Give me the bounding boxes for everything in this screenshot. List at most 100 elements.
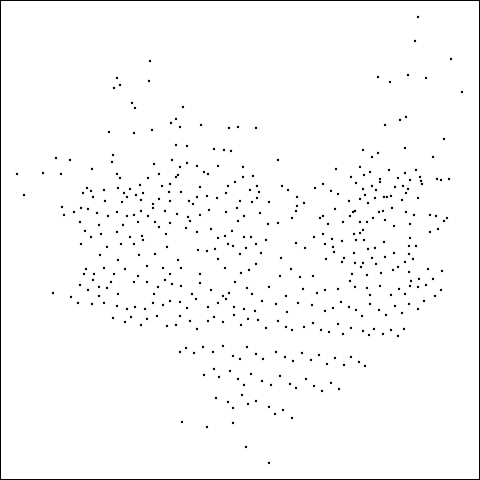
scatter-point: [112, 86, 116, 90]
scatter-point: [130, 101, 134, 105]
scatter-point: [409, 279, 413, 283]
scatter-point: [78, 283, 82, 287]
scatter-point: [330, 237, 334, 241]
scatter-point: [290, 328, 294, 332]
scatter-point: [278, 274, 282, 278]
scatter-point: [174, 323, 178, 327]
scatter-point: [176, 258, 180, 262]
scatter-point: [398, 118, 402, 122]
scatter-point: [385, 195, 389, 199]
scatter-point: [181, 105, 185, 109]
scatter-point: [195, 164, 199, 168]
scatter-point: [226, 400, 230, 404]
scatter-point: [396, 265, 400, 269]
scatter-point: [312, 384, 316, 388]
scatter-point: [216, 301, 220, 305]
scatter-point: [223, 234, 227, 238]
scatter-point: [337, 387, 341, 391]
scatter-point: [267, 405, 271, 409]
scatter-point: [254, 242, 258, 246]
scatter-point: [246, 402, 250, 406]
scatter-point: [231, 406, 235, 410]
scatter-point: [115, 76, 119, 80]
scatter-point: [102, 188, 106, 192]
scatter-point: [231, 244, 235, 248]
scatter-point: [418, 175, 422, 179]
scatter-point: [241, 175, 245, 179]
scatter-point: [240, 393, 244, 397]
scatter-point: [148, 59, 152, 63]
scatter-point: [235, 206, 239, 210]
scatter-point: [267, 285, 271, 289]
scatter-point: [211, 350, 215, 354]
scatter-point: [221, 344, 225, 348]
scatter-point: [221, 320, 225, 324]
scatter-point: [284, 294, 288, 298]
scatter-point: [236, 377, 240, 381]
scatter-point: [111, 316, 115, 320]
scatter-point: [233, 280, 237, 284]
scatter-point: [359, 265, 363, 269]
scatter-point: [151, 202, 155, 206]
scatter-point: [168, 299, 172, 303]
scatter-point: [227, 291, 231, 295]
scatter-point: [102, 301, 106, 305]
scatter-point: [378, 177, 382, 181]
scatter-point: [184, 346, 188, 350]
scatter-point: [424, 283, 428, 287]
scatter-point: [342, 256, 346, 260]
scatter-point: [72, 210, 76, 214]
scatter-point: [309, 358, 313, 362]
scatter-point: [132, 280, 136, 284]
scatter-point: [205, 425, 209, 429]
scatter-point: [22, 193, 26, 197]
scatter-point: [319, 328, 323, 332]
scatter-point: [389, 293, 393, 297]
scatter-point: [150, 128, 154, 132]
scatter-point: [276, 221, 280, 225]
scatter-point: [291, 359, 295, 363]
scatter-point: [389, 328, 393, 332]
scatter-point: [256, 318, 260, 322]
scatter-point: [92, 272, 96, 276]
scatter-point: [125, 195, 129, 199]
scatter-point: [266, 222, 270, 226]
scatter-point: [442, 137, 446, 141]
scatter-point: [264, 238, 268, 242]
scatter-point: [195, 230, 199, 234]
scatter-point: [358, 197, 362, 201]
scatter-point: [389, 194, 393, 198]
scatter-point: [89, 235, 93, 239]
scatter-point: [145, 317, 149, 321]
scatter-point: [387, 168, 391, 172]
scatter-point: [179, 190, 183, 194]
scatter-point: [186, 215, 190, 219]
scatter-point: [424, 76, 428, 80]
scatter-point: [196, 248, 200, 252]
scatter-point: [140, 234, 144, 238]
scatter-point: [431, 155, 435, 159]
scatter-point: [227, 126, 231, 130]
scatter-point: [147, 79, 151, 83]
scatter-point: [155, 314, 159, 318]
scatter-point: [283, 355, 287, 359]
scatter-point: [261, 357, 265, 361]
scatter-point: [229, 149, 233, 153]
scatter-point: [382, 195, 386, 199]
scatter-point: [420, 182, 424, 186]
scatter-point: [445, 216, 449, 220]
scatter-point: [247, 268, 251, 272]
scatter-point: [187, 199, 191, 203]
scatter-point: [414, 244, 418, 248]
scatter-point: [217, 375, 221, 379]
scatter-point: [206, 172, 210, 176]
scatter-point: [138, 183, 142, 187]
scatter-point: [290, 216, 294, 220]
scatter-point: [245, 286, 249, 290]
scatter-point: [353, 209, 357, 213]
scatter-point: [236, 125, 240, 129]
scatter-point: [366, 201, 370, 205]
scatter-point: [347, 199, 351, 203]
scatter-point: [323, 309, 327, 313]
